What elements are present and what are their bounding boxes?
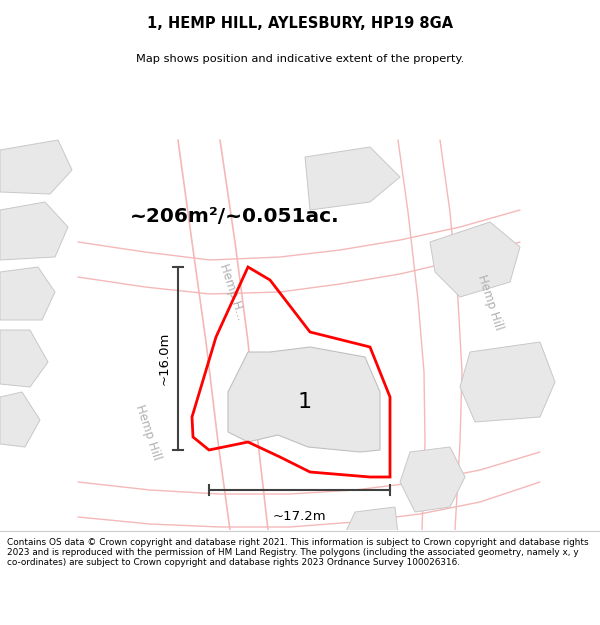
- Text: ~206m²/~0.051ac.: ~206m²/~0.051ac.: [130, 208, 340, 226]
- Polygon shape: [400, 447, 465, 512]
- Polygon shape: [305, 147, 400, 210]
- Polygon shape: [0, 330, 48, 387]
- Polygon shape: [228, 347, 380, 452]
- Polygon shape: [430, 222, 520, 297]
- Polygon shape: [0, 392, 40, 447]
- Text: Map shows position and indicative extent of the property.: Map shows position and indicative extent…: [136, 54, 464, 64]
- Polygon shape: [0, 202, 68, 260]
- Polygon shape: [0, 267, 55, 320]
- Text: 1: 1: [298, 392, 312, 412]
- Polygon shape: [342, 507, 400, 572]
- Text: Hemp H...: Hemp H...: [217, 262, 247, 322]
- Text: 1, HEMP HILL, AYLESBURY, HP19 8GA: 1, HEMP HILL, AYLESBURY, HP19 8GA: [147, 16, 453, 31]
- Text: Hemp Hill: Hemp Hill: [133, 402, 163, 461]
- Text: ~17.2m: ~17.2m: [272, 510, 326, 523]
- Polygon shape: [0, 140, 72, 194]
- Polygon shape: [460, 342, 555, 422]
- Text: Hemp Hill: Hemp Hill: [475, 272, 505, 331]
- Text: ~16.0m: ~16.0m: [157, 332, 170, 385]
- Text: Contains OS data © Crown copyright and database right 2021. This information is : Contains OS data © Crown copyright and d…: [7, 538, 589, 568]
